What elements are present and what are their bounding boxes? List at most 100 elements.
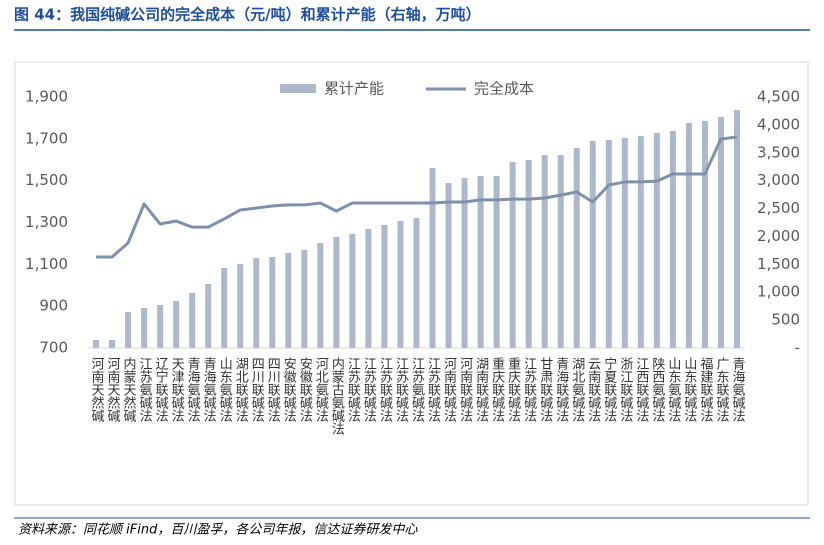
x-tick-label: 辽宁联碱法 (153, 357, 169, 422)
y2-tick-label: 4,500 (757, 88, 800, 106)
x-tick-label: 内蒙天然碱 (121, 356, 137, 422)
bar (717, 117, 724, 348)
bar (141, 308, 148, 348)
x-tick-label: 安徽联碱法 (297, 357, 313, 422)
bar (605, 140, 612, 348)
bar (589, 141, 596, 348)
x-tick-label: 青海联碱法 (553, 357, 569, 422)
cost-line (96, 135, 738, 259)
bar (701, 120, 708, 349)
bar (157, 304, 164, 348)
legend-label: 完全成本 (474, 80, 534, 98)
bar (669, 131, 676, 348)
x-tick-label: 湖北联碱法 (233, 357, 249, 422)
legend-label: 累计产能 (324, 80, 384, 98)
bar (125, 312, 132, 348)
bar (477, 175, 484, 348)
x-tick-label: 重庆联碱法 (489, 356, 505, 422)
x-tick-label: 河南天然碱 (105, 357, 121, 422)
x-tick-label: 江苏联碱法 (345, 357, 361, 422)
bar (621, 137, 628, 348)
bar (429, 168, 436, 348)
x-tick-label: 河南联碱法 (457, 357, 473, 422)
bar (557, 155, 564, 348)
bar (349, 233, 356, 348)
bar (173, 300, 180, 348)
bar (109, 340, 116, 348)
x-tick-label: 湖北氨碱法 (569, 357, 585, 422)
x-tick-label: 河南天然碱 (89, 357, 105, 422)
bar (445, 183, 452, 348)
x-tick-label: 浙江联碱法 (617, 357, 633, 422)
y2-tick-label: 1,500 (757, 255, 800, 273)
source-note: 资料来源：同花顺 iFind，百川盈孚，各公司年报，信达证券研发中心 (18, 522, 418, 538)
x-tick-label: 四川联碱法 (265, 357, 281, 422)
bar (317, 243, 324, 348)
bar (93, 340, 100, 348)
y2-tick-label: 2,500 (757, 199, 800, 217)
x-tick-label: 云南联碱法 (585, 357, 601, 422)
x-tick-label: 江苏联碱法 (425, 357, 441, 422)
bar (653, 132, 660, 348)
x-tick-label: 江苏联碱法 (361, 357, 377, 422)
y2-tick-label: 500 (771, 311, 800, 329)
bar (221, 268, 228, 348)
bar (413, 217, 420, 348)
bar (685, 122, 692, 348)
x-tick-label: 湖南联碱法 (473, 357, 489, 422)
y-tick-label: 700 (39, 339, 68, 357)
x-tick-label: 青海氨碱法 (185, 357, 201, 422)
y-tick-label: 1,500 (25, 171, 68, 189)
x-tick-label: 广东联碱法 (713, 357, 729, 422)
x-tick-label: 宁夏联碱法 (601, 356, 617, 422)
bar (301, 249, 308, 348)
x-tick-label: 青海氨碱法 (201, 357, 217, 422)
bar (509, 161, 516, 348)
bar (365, 229, 372, 348)
bar (205, 284, 212, 348)
bar (269, 257, 276, 348)
x-tick-label: 甘肃联碱法 (537, 357, 553, 422)
bar (493, 175, 500, 348)
x-tick-label: 天津联碱法 (169, 357, 185, 422)
x-tick-label: 山东联碱法 (681, 357, 697, 422)
y2-tick-label: 1,000 (757, 283, 800, 301)
bar (541, 155, 548, 348)
x-tick-label: 陕西氨碱法 (649, 357, 665, 422)
bar (237, 263, 244, 348)
x-tick-label: 河南联碱法 (441, 357, 457, 422)
y-tick-label: 1,300 (25, 213, 68, 231)
bar (189, 293, 196, 348)
x-tick-label: 江苏联碱法 (377, 357, 393, 422)
legend-swatch (280, 84, 316, 93)
x-tick-label: 江西联碱法 (633, 357, 649, 422)
bar (461, 177, 468, 348)
x-tick-label: 江苏氨碱法 (409, 357, 425, 422)
bar (525, 159, 532, 348)
x-tick-label: 内蒙古氨碱法 (329, 356, 345, 435)
bar (253, 257, 260, 348)
y-tick-label: 1,900 (25, 88, 68, 106)
x-tick-label: 安徽联碱法 (281, 357, 297, 422)
y2-tick-label: 4,000 (757, 115, 800, 133)
y2-tick-label: 2,000 (757, 227, 800, 245)
x-tick-label: 江苏氨碱法 (137, 357, 153, 422)
y2-tick-label: 3,000 (757, 171, 800, 189)
x-tick-label: 山东氨碱法 (217, 357, 233, 422)
x-tick-label: 江苏联碱法 (521, 357, 537, 422)
x-tick-label: 江苏联碱法 (393, 357, 409, 422)
y-tick-label: 1,100 (25, 255, 68, 273)
x-tick-label: 福建联碱法 (697, 357, 713, 422)
x-tick-label: 河北氨碱法 (313, 357, 329, 422)
figure-title: 图 44：我国纯碱公司的完全成本（元/吨）和累计产能（右轴，万吨） (14, 6, 481, 24)
bar (285, 253, 292, 348)
x-tick-label: 重庆联碱法 (505, 356, 521, 422)
bar (381, 225, 388, 348)
y-tick-label: 1,700 (25, 129, 68, 147)
x-tick-label: 四川联碱法 (249, 357, 265, 422)
x-tick-label: 青海氨碱法 (729, 357, 745, 422)
bar (573, 147, 580, 348)
bar (637, 135, 644, 348)
y2-tick-label: 3,500 (757, 143, 800, 161)
